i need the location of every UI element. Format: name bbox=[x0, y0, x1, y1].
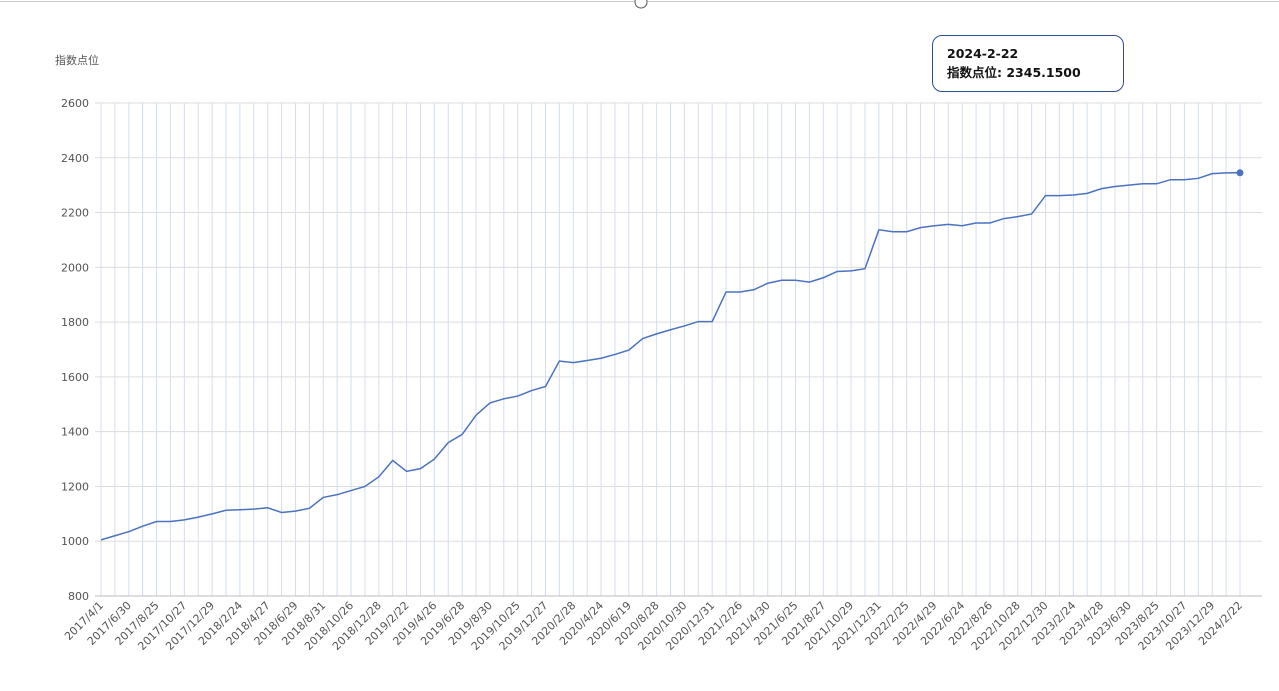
tooltip-label: 指数点位: 2345.1500 bbox=[947, 65, 1081, 80]
highlight-point bbox=[1236, 169, 1244, 177]
tooltip: 2024-2-22 指数点位: 2345.1500 bbox=[932, 35, 1124, 92]
y-tick-label: 1800 bbox=[61, 316, 89, 329]
y-tick-label: 2600 bbox=[61, 97, 89, 110]
y-tick-label: 1200 bbox=[61, 480, 89, 493]
y-tick-label: 1600 bbox=[61, 371, 89, 384]
y-axis-label: 指数点位 bbox=[55, 53, 99, 67]
slider-handle[interactable] bbox=[634, 0, 648, 9]
y-tick-label: 2200 bbox=[61, 207, 89, 220]
line-series bbox=[100, 172, 1241, 541]
y-tick-label: 2400 bbox=[61, 152, 89, 165]
y-tick-label: 2000 bbox=[61, 261, 89, 274]
y-tick-label: 1400 bbox=[61, 426, 89, 439]
y-tick-label: 800 bbox=[68, 590, 89, 603]
y-tick-label: 1000 bbox=[61, 535, 89, 548]
tooltip-title: 2024-2-22 bbox=[947, 46, 1019, 61]
